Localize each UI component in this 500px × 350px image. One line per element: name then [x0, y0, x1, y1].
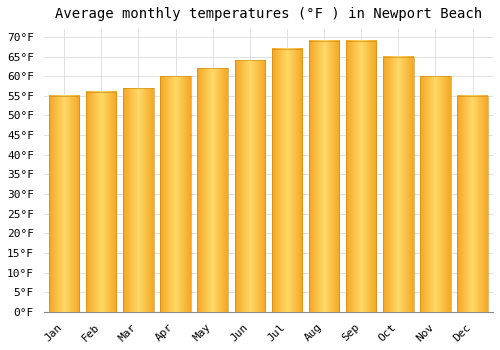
Bar — [160, 76, 190, 312]
Bar — [346, 41, 376, 312]
Bar — [420, 76, 450, 312]
Bar — [309, 41, 340, 312]
Bar — [198, 68, 228, 312]
Bar — [346, 41, 376, 312]
Title: Average monthly temperatures (°F ) in Newport Beach: Average monthly temperatures (°F ) in Ne… — [55, 7, 482, 21]
Bar — [49, 96, 80, 312]
Bar — [49, 96, 80, 312]
Bar — [383, 57, 414, 312]
Bar — [160, 76, 190, 312]
Bar — [309, 41, 340, 312]
Bar — [86, 92, 117, 312]
Bar — [458, 96, 488, 312]
Bar — [458, 96, 488, 312]
Bar — [234, 61, 265, 312]
Bar — [420, 76, 450, 312]
Bar — [86, 92, 117, 312]
Bar — [383, 57, 414, 312]
Bar — [123, 88, 154, 312]
Bar — [272, 49, 302, 312]
Bar — [198, 68, 228, 312]
Bar — [234, 61, 265, 312]
Bar — [123, 88, 154, 312]
Bar — [272, 49, 302, 312]
